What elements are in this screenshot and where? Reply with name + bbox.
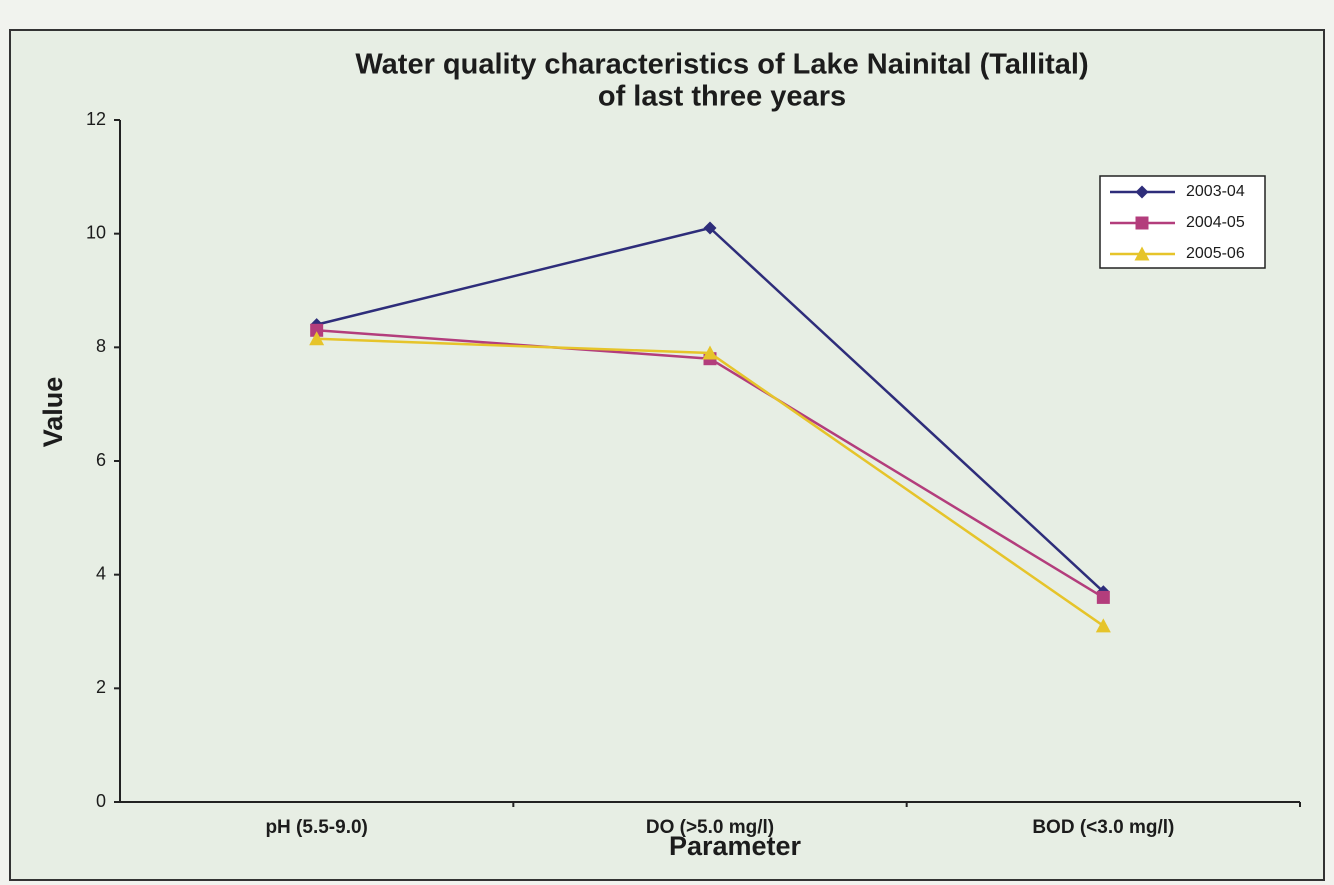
data-point bbox=[702, 345, 718, 360]
legend-marker bbox=[1134, 246, 1150, 261]
x-axis-title: Parameter bbox=[669, 831, 802, 861]
data-point bbox=[309, 331, 325, 346]
y-tick-label: 4 bbox=[96, 563, 106, 583]
legend-marker bbox=[1135, 216, 1149, 230]
y-tick-label: 6 bbox=[96, 450, 106, 470]
x-tick-label: DO (>5.0 mg/l) bbox=[646, 817, 774, 838]
chart-frame bbox=[9, 29, 1325, 881]
legend-label: 2004-05 bbox=[1186, 214, 1245, 231]
y-axis-title: Value bbox=[38, 377, 68, 448]
y-tick-label: 12 bbox=[86, 109, 106, 129]
legend-marker bbox=[1135, 185, 1149, 199]
x-tick-label: BOD (<3.0 mg/l) bbox=[1032, 817, 1174, 838]
chart-title: of last three years bbox=[598, 81, 846, 113]
data-point bbox=[310, 323, 324, 337]
y-tick-label: 2 bbox=[96, 677, 106, 697]
data-point bbox=[1096, 590, 1110, 604]
data-point bbox=[1095, 618, 1111, 633]
legend-label: 2003-04 bbox=[1186, 183, 1245, 200]
y-tick-label: 0 bbox=[96, 791, 106, 811]
chart-title: Water quality characteristics of Lake Na… bbox=[355, 49, 1088, 81]
legend-label: 2005-06 bbox=[1186, 245, 1245, 262]
data-point bbox=[703, 221, 717, 235]
x-tick-label: pH (5.5-9.0) bbox=[265, 817, 367, 838]
y-tick-label: 8 bbox=[96, 336, 106, 356]
y-tick-label: 10 bbox=[86, 222, 106, 242]
